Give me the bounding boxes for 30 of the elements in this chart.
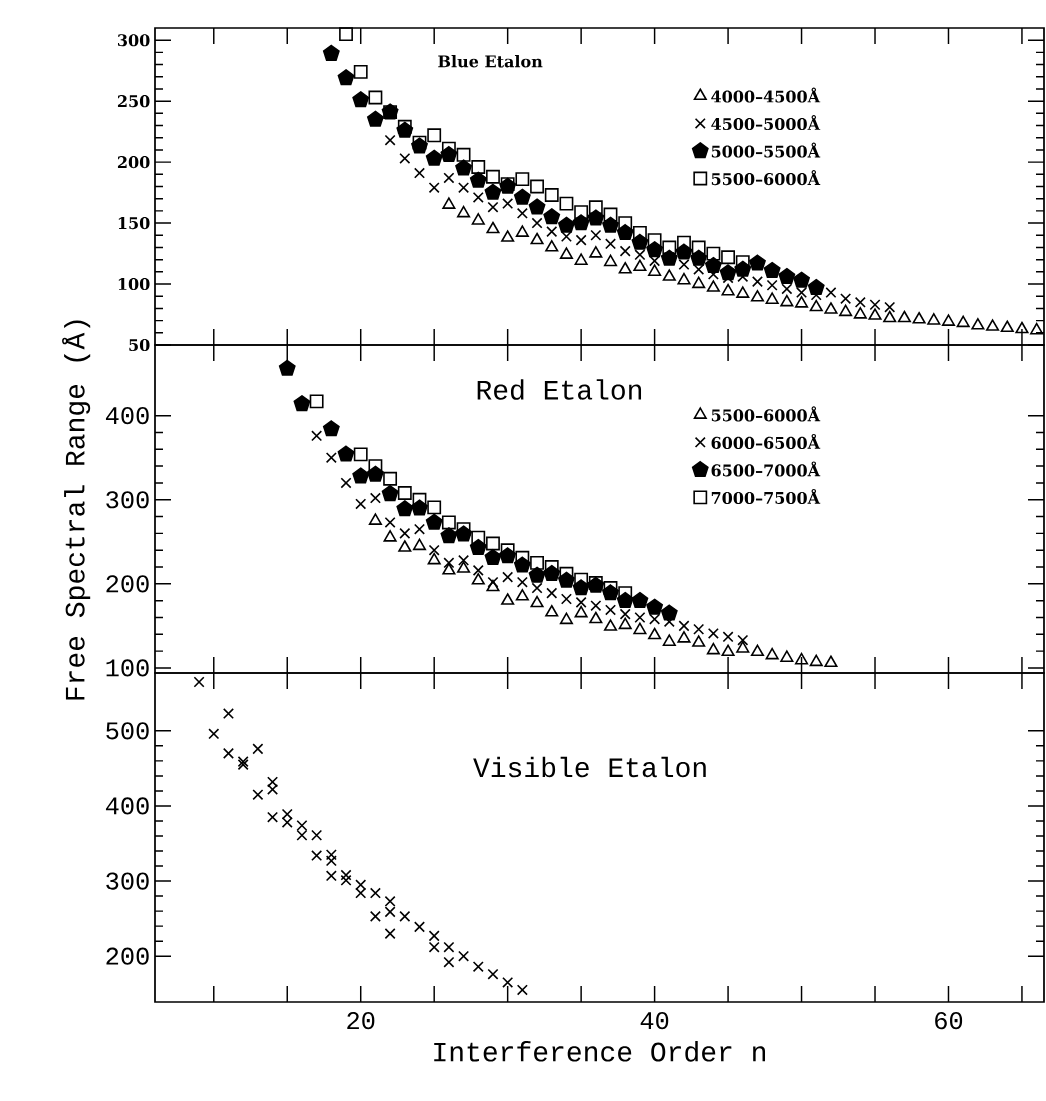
y-tick-label: 200 — [106, 947, 149, 965]
y-tick-label: 200 — [117, 156, 150, 169]
text: Blue Etalon — [438, 55, 543, 68]
x-tick-label: 40 — [640, 1012, 669, 1030]
legend-label: 6000–6500Å — [711, 433, 821, 449]
legend-label: 4000–4500Å — [711, 87, 821, 103]
y-tick-label: 100 — [118, 277, 150, 291]
y-tick-label: 250 — [117, 95, 150, 108]
y-tick-label: 300 — [106, 872, 149, 890]
y-tick-label: 400 — [105, 407, 149, 425]
y-tick-label: 50 — [129, 338, 150, 352]
y-axis-title: Free Spectral Range (Å) — [62, 320, 91, 700]
legend-label: 5500–6000Å — [711, 170, 821, 186]
legend-label: 5000–5500Å — [711, 142, 821, 158]
x-tick-label: 60 — [935, 1012, 963, 1030]
legend-label: 7000–7500Å — [711, 488, 821, 504]
y-tick-label: 300 — [118, 34, 150, 47]
y-tick-label: 400 — [105, 797, 149, 815]
y-tick-label: 300 — [106, 491, 149, 509]
text: Visible Etalon — [473, 756, 706, 778]
x-axis-title: Interference Order n — [434, 1041, 766, 1062]
y-tick-label: 100 — [106, 659, 149, 677]
legend-label: 6500–7000Å — [711, 461, 821, 477]
x-tick-label: 20 — [347, 1012, 375, 1030]
text: Red Etalon — [477, 379, 642, 400]
y-tick-label: 200 — [106, 575, 149, 593]
y-tick-label: 150 — [118, 217, 150, 230]
y-tick-label: 500 — [106, 722, 149, 740]
legend-label: 4500–5000Å — [711, 115, 821, 131]
legend-label: 5500–6000Å — [711, 406, 821, 422]
